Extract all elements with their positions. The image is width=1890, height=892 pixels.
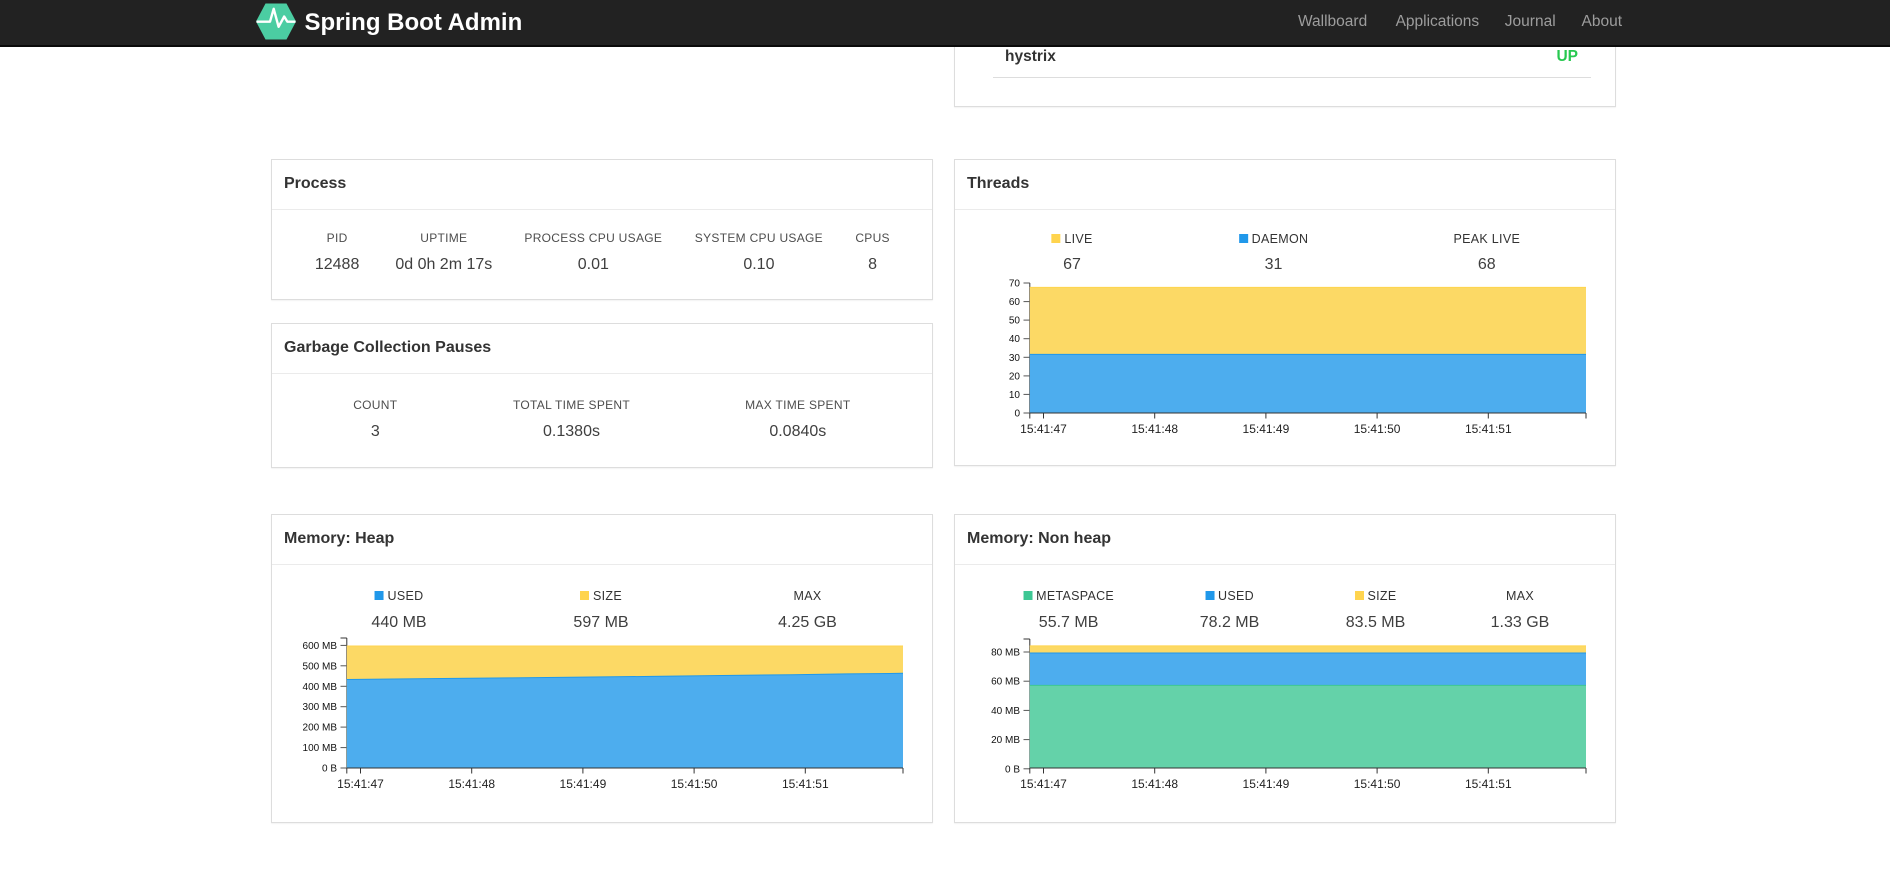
svg-text:60 MB: 60 MB (991, 677, 1020, 688)
svg-text:15:41:47: 15:41:47 (1020, 777, 1067, 791)
svg-text:80 MB: 80 MB (991, 648, 1020, 659)
svg-text:15:41:51: 15:41:51 (1465, 777, 1512, 791)
svg-text:200 MB: 200 MB (303, 723, 338, 734)
svg-text:15:41:48: 15:41:48 (1131, 777, 1178, 791)
svg-text:10: 10 (1009, 390, 1021, 401)
svg-text:40: 40 (1009, 334, 1021, 345)
svg-text:100 MB: 100 MB (303, 743, 338, 754)
svg-text:15:41:50: 15:41:50 (1354, 422, 1401, 436)
svg-text:15:41:50: 15:41:50 (1354, 777, 1401, 791)
svg-text:15:41:51: 15:41:51 (782, 777, 829, 791)
svg-text:50: 50 (1009, 316, 1021, 327)
svg-text:15:41:48: 15:41:48 (448, 777, 495, 791)
svg-text:60: 60 (1009, 297, 1021, 308)
svg-text:15:41:50: 15:41:50 (671, 777, 718, 791)
svg-text:600 MB: 600 MB (303, 641, 338, 652)
svg-text:15:41:51: 15:41:51 (1465, 422, 1512, 436)
svg-text:0 B: 0 B (322, 764, 337, 775)
svg-text:400 MB: 400 MB (303, 682, 338, 693)
svg-text:20: 20 (1009, 371, 1021, 382)
svg-text:15:41:49: 15:41:49 (560, 777, 607, 791)
svg-text:40 MB: 40 MB (991, 706, 1020, 717)
svg-text:15:41:47: 15:41:47 (337, 777, 384, 791)
svg-text:300 MB: 300 MB (303, 702, 338, 713)
svg-text:0 B: 0 B (1005, 764, 1020, 775)
svg-text:0: 0 (1014, 409, 1020, 420)
svg-text:15:41:49: 15:41:49 (1243, 777, 1290, 791)
svg-text:15:41:49: 15:41:49 (1243, 422, 1290, 436)
svg-text:20 MB: 20 MB (991, 735, 1020, 746)
svg-text:500 MB: 500 MB (303, 661, 338, 672)
svg-text:70: 70 (1009, 279, 1021, 290)
svg-text:30: 30 (1009, 353, 1021, 364)
svg-text:15:41:48: 15:41:48 (1131, 422, 1178, 436)
svg-text:15:41:47: 15:41:47 (1020, 422, 1067, 436)
